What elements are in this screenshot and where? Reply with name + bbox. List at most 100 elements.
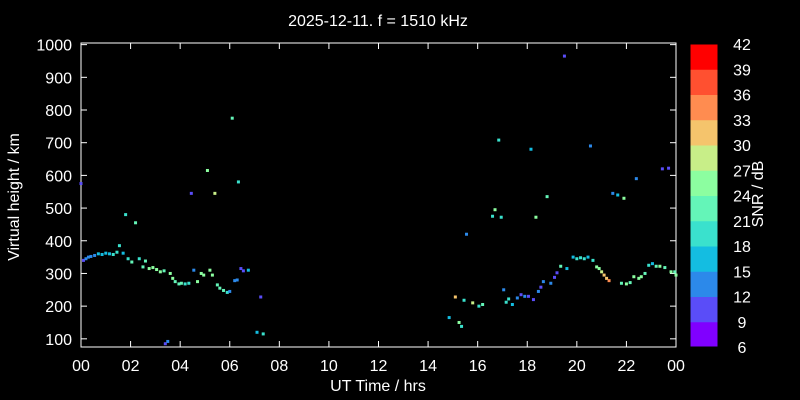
colorbar-swatch bbox=[690, 296, 718, 323]
data-point bbox=[96, 252, 100, 256]
data-point bbox=[255, 330, 259, 334]
data-point bbox=[447, 316, 451, 320]
x-tick-label: 06 bbox=[221, 358, 239, 375]
data-point bbox=[507, 297, 511, 301]
colorbar-tick-label: 9 bbox=[738, 315, 747, 332]
x-tick-label: 00 bbox=[667, 358, 685, 375]
data-point bbox=[134, 221, 138, 225]
data-point bbox=[674, 273, 678, 277]
data-point bbox=[453, 295, 457, 299]
data-point bbox=[163, 342, 167, 346]
y-tick-label: 300 bbox=[45, 266, 72, 283]
data-point bbox=[504, 300, 508, 304]
data-point bbox=[582, 257, 586, 261]
data-point bbox=[647, 263, 651, 267]
data-point bbox=[597, 267, 601, 271]
data-point bbox=[93, 253, 97, 257]
plot-area bbox=[80, 42, 677, 348]
data-point bbox=[529, 147, 533, 151]
data-point bbox=[89, 254, 93, 258]
data-point bbox=[246, 268, 250, 272]
data-point bbox=[619, 281, 623, 285]
data-point bbox=[591, 258, 595, 262]
data-point bbox=[126, 257, 130, 261]
data-point bbox=[571, 255, 575, 259]
data-point bbox=[192, 268, 196, 272]
data-point bbox=[210, 273, 214, 277]
x-tick-label: 22 bbox=[618, 358, 636, 375]
data-point bbox=[586, 255, 590, 259]
data-point bbox=[183, 282, 187, 286]
data-point bbox=[225, 290, 229, 294]
data-point bbox=[549, 281, 553, 285]
data-point bbox=[141, 265, 145, 269]
data-point bbox=[147, 267, 151, 271]
colorbar-label: SNR / dB bbox=[750, 161, 767, 228]
data-point bbox=[562, 54, 566, 58]
data-point bbox=[588, 144, 592, 148]
colorbar-tick-label: 33 bbox=[733, 113, 751, 130]
data-point bbox=[663, 266, 667, 270]
x-tick-label: 00 bbox=[72, 358, 90, 375]
x-tick-label: 04 bbox=[171, 358, 189, 375]
data-point bbox=[611, 191, 615, 195]
y-tick-label: 600 bbox=[45, 168, 72, 185]
colorbar-swatch bbox=[690, 321, 718, 348]
data-point bbox=[600, 270, 604, 274]
data-point bbox=[477, 304, 481, 308]
y-tick-label: 500 bbox=[45, 201, 72, 218]
data-point bbox=[171, 276, 175, 280]
data-point bbox=[565, 267, 569, 271]
data-point bbox=[196, 280, 200, 284]
data-point bbox=[235, 278, 239, 282]
data-point bbox=[130, 260, 134, 264]
data-point bbox=[639, 275, 643, 279]
colorbar-swatch bbox=[690, 145, 718, 171]
data-point bbox=[491, 214, 495, 218]
y-tick-label: 1000 bbox=[36, 38, 72, 55]
data-point bbox=[616, 193, 620, 197]
data-point bbox=[607, 279, 611, 283]
data-point bbox=[667, 166, 671, 170]
data-point bbox=[236, 180, 240, 184]
colorbar-swatch bbox=[690, 94, 718, 121]
data-point bbox=[658, 264, 662, 268]
data-point bbox=[457, 320, 461, 324]
data-point bbox=[497, 138, 501, 142]
colorbar-swatch bbox=[690, 170, 718, 196]
data-point bbox=[208, 268, 212, 272]
data-point bbox=[151, 266, 155, 270]
data-point bbox=[643, 271, 647, 275]
data-point bbox=[637, 276, 641, 280]
data-point bbox=[526, 294, 530, 298]
data-point bbox=[239, 267, 243, 271]
data-point bbox=[493, 208, 497, 212]
data-point bbox=[460, 324, 464, 328]
data-point bbox=[536, 289, 540, 293]
y-tick-label: 700 bbox=[45, 136, 72, 153]
data-point bbox=[137, 257, 141, 261]
data-point bbox=[499, 215, 503, 219]
data-point bbox=[465, 232, 469, 236]
y-tick-label: 400 bbox=[45, 234, 72, 251]
data-points bbox=[79, 54, 678, 346]
data-point bbox=[259, 295, 263, 299]
data-point bbox=[173, 280, 177, 284]
data-point bbox=[230, 116, 234, 120]
y-tick-label: 800 bbox=[45, 103, 72, 120]
data-point bbox=[233, 279, 237, 283]
data-point bbox=[86, 255, 90, 259]
data-point bbox=[515, 296, 519, 300]
colorbar-frame bbox=[689, 43, 719, 348]
data-point bbox=[553, 275, 557, 279]
data-point bbox=[628, 281, 632, 285]
data-point bbox=[111, 252, 115, 256]
colorbar-swatch bbox=[690, 195, 718, 222]
data-point bbox=[534, 215, 538, 219]
data-point bbox=[143, 259, 147, 263]
colorbar-swatch bbox=[690, 246, 718, 272]
data-point bbox=[510, 303, 514, 307]
data-point bbox=[471, 301, 475, 305]
data-point bbox=[187, 281, 191, 285]
colorbar-tick-label: 39 bbox=[733, 62, 751, 79]
